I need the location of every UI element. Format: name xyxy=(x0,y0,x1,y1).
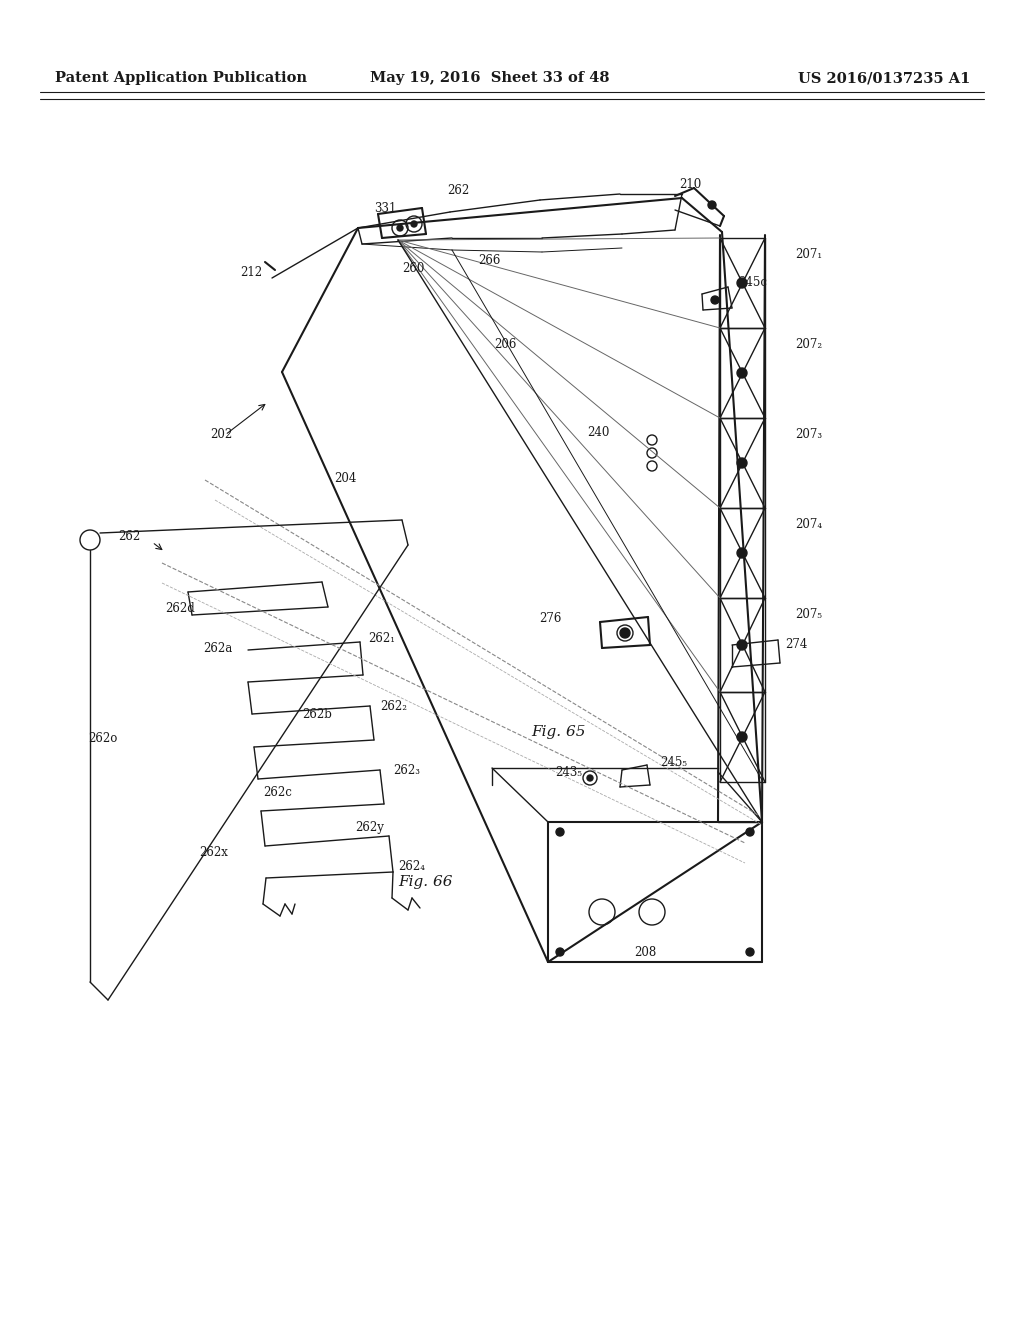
Text: 204: 204 xyxy=(334,471,356,484)
Text: 202: 202 xyxy=(210,429,232,441)
Circle shape xyxy=(556,948,564,956)
Circle shape xyxy=(711,296,719,304)
Circle shape xyxy=(737,279,746,288)
Text: 245c: 245c xyxy=(738,276,767,289)
Circle shape xyxy=(737,368,746,378)
Text: 210: 210 xyxy=(679,177,701,190)
Text: 245₅: 245₅ xyxy=(660,755,687,768)
Circle shape xyxy=(587,775,593,781)
Circle shape xyxy=(737,640,746,649)
Text: 274: 274 xyxy=(785,639,807,652)
Circle shape xyxy=(737,458,746,469)
Text: 207₃: 207₃ xyxy=(795,429,822,441)
Text: 262d: 262d xyxy=(165,602,195,615)
Text: 331: 331 xyxy=(374,202,396,214)
Circle shape xyxy=(620,628,630,638)
Text: 206: 206 xyxy=(494,338,516,351)
Text: 240: 240 xyxy=(587,426,609,440)
Text: 207₄: 207₄ xyxy=(795,519,822,532)
Text: 207₂: 207₂ xyxy=(795,338,822,351)
Text: 276: 276 xyxy=(540,611,562,624)
Text: Patent Application Publication: Patent Application Publication xyxy=(55,71,307,84)
Text: 208: 208 xyxy=(634,945,656,958)
Text: 262b: 262b xyxy=(302,709,332,722)
Text: 262: 262 xyxy=(118,531,140,544)
Text: 262a: 262a xyxy=(203,642,232,655)
Text: May 19, 2016  Sheet 33 of 48: May 19, 2016 Sheet 33 of 48 xyxy=(371,71,609,84)
Circle shape xyxy=(397,224,403,231)
Circle shape xyxy=(411,220,417,227)
Circle shape xyxy=(708,201,716,209)
Text: 262₄: 262₄ xyxy=(398,859,425,873)
Text: Fig. 66: Fig. 66 xyxy=(397,875,453,888)
Text: 260: 260 xyxy=(402,261,425,275)
Text: 207₁: 207₁ xyxy=(795,248,822,261)
Text: 266: 266 xyxy=(478,253,501,267)
Circle shape xyxy=(737,548,746,558)
Text: 212: 212 xyxy=(240,265,262,279)
Text: 262₁: 262₁ xyxy=(368,631,395,644)
Text: 243₅: 243₅ xyxy=(555,766,582,779)
Circle shape xyxy=(556,828,564,836)
Circle shape xyxy=(737,733,746,742)
Text: 262₂: 262₂ xyxy=(380,700,407,713)
Text: US 2016/0137235 A1: US 2016/0137235 A1 xyxy=(798,71,970,84)
Text: 262: 262 xyxy=(446,183,469,197)
Text: 262o: 262o xyxy=(89,731,118,744)
Text: 262₃: 262₃ xyxy=(393,763,420,776)
Text: 262c: 262c xyxy=(263,785,292,799)
Circle shape xyxy=(746,828,754,836)
Text: 262x: 262x xyxy=(199,846,228,858)
Text: Fig. 65: Fig. 65 xyxy=(530,725,586,739)
Circle shape xyxy=(746,948,754,956)
Text: 207₅: 207₅ xyxy=(795,609,822,622)
Text: 262y: 262y xyxy=(355,821,384,834)
